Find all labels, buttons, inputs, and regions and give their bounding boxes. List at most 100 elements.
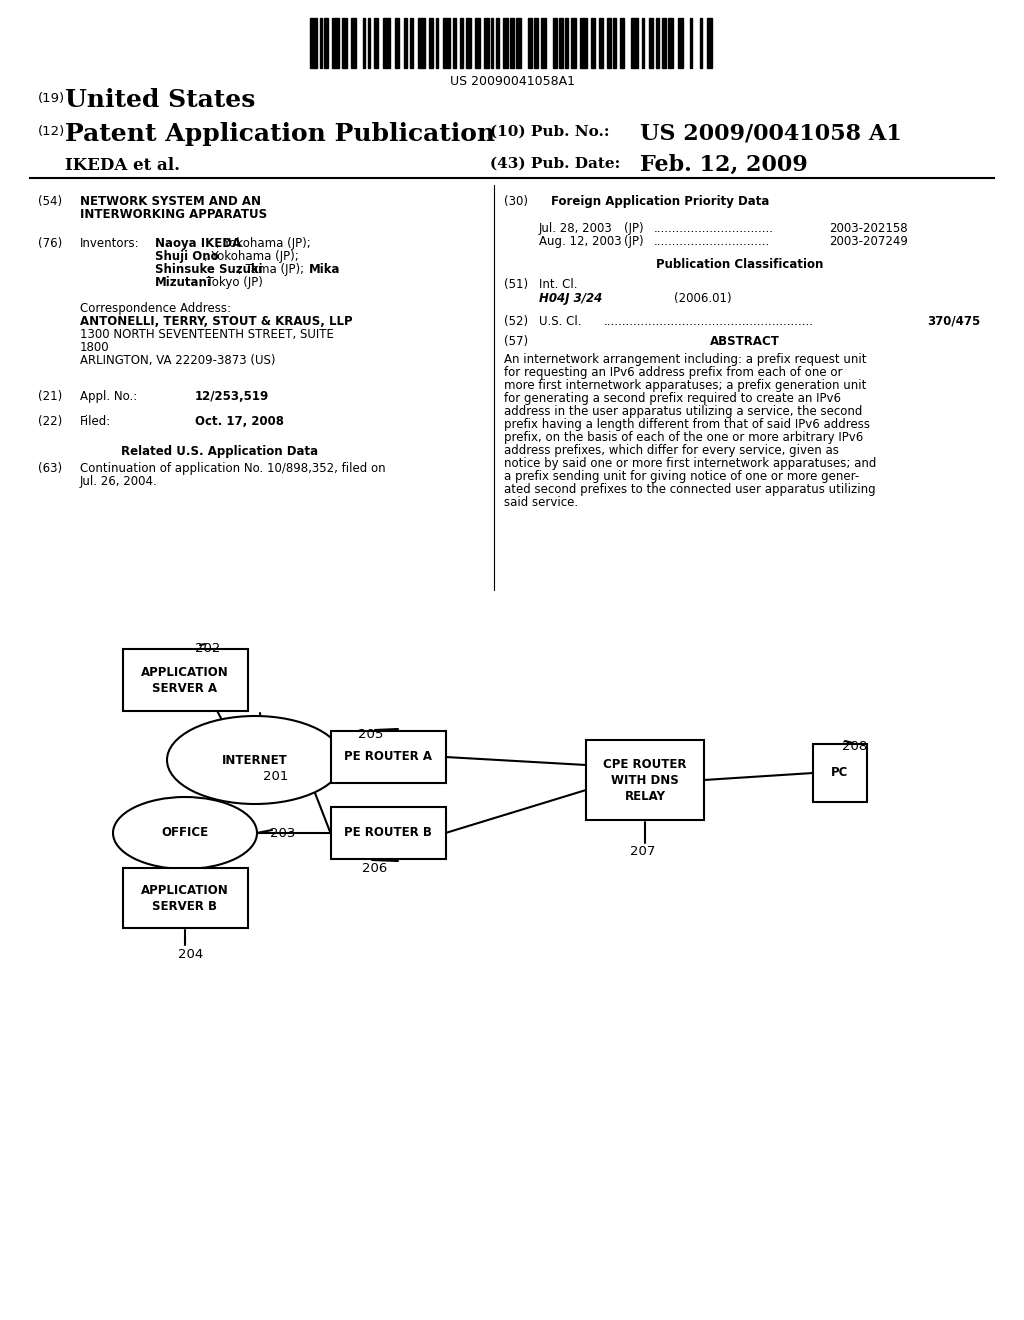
Bar bbox=[690, 18, 692, 69]
Text: , Tama (JP);: , Tama (JP); bbox=[238, 263, 307, 276]
Text: , Yokohama (JP);: , Yokohama (JP); bbox=[205, 249, 299, 263]
Text: ANTONELLI, TERRY, STOUT & KRAUS, LLP: ANTONELLI, TERRY, STOUT & KRAUS, LLP bbox=[80, 315, 352, 327]
Bar bbox=[331, 731, 445, 783]
Text: for generating a second prefix required to create an IPv6: for generating a second prefix required … bbox=[504, 392, 841, 405]
Bar bbox=[613, 18, 615, 69]
Text: 202: 202 bbox=[195, 642, 220, 655]
Bar bbox=[460, 18, 464, 69]
Bar bbox=[565, 18, 567, 69]
Text: , Tokyo (JP): , Tokyo (JP) bbox=[199, 276, 263, 289]
Text: Aug. 12, 2003: Aug. 12, 2003 bbox=[539, 235, 622, 248]
Text: Int. Cl.: Int. Cl. bbox=[539, 279, 578, 290]
Bar bbox=[351, 18, 355, 69]
Text: Inventors:: Inventors: bbox=[80, 238, 139, 249]
Text: for requesting an IPv6 address prefix from each of one or: for requesting an IPv6 address prefix fr… bbox=[504, 366, 843, 379]
Bar bbox=[707, 18, 712, 69]
Text: Publication Classification: Publication Classification bbox=[656, 257, 823, 271]
Bar bbox=[559, 18, 563, 69]
Text: APPLICATION
SERVER B: APPLICATION SERVER B bbox=[141, 883, 229, 912]
Text: (21): (21) bbox=[38, 389, 62, 403]
Bar bbox=[475, 18, 480, 69]
Text: 203: 203 bbox=[270, 828, 295, 840]
Text: said service.: said service. bbox=[504, 496, 579, 510]
Text: address prefixes, which differ for every service, given as: address prefixes, which differ for every… bbox=[504, 444, 839, 457]
Text: IKEDA et al.: IKEDA et al. bbox=[65, 157, 180, 174]
Text: Continuation of application No. 10/898,352, filed on: Continuation of application No. 10/898,3… bbox=[80, 462, 386, 475]
Bar bbox=[418, 18, 425, 69]
Text: 207: 207 bbox=[630, 845, 655, 858]
Text: (57): (57) bbox=[504, 335, 528, 348]
Bar bbox=[642, 18, 644, 69]
Text: Related U.S. Application Data: Related U.S. Application Data bbox=[122, 445, 318, 458]
Bar bbox=[591, 18, 595, 69]
Bar bbox=[123, 869, 248, 928]
Text: Jul. 28, 2003: Jul. 28, 2003 bbox=[539, 222, 612, 235]
Bar bbox=[699, 18, 702, 69]
Text: (22): (22) bbox=[38, 414, 62, 428]
Bar bbox=[368, 18, 370, 69]
Text: ........................................................: ........................................… bbox=[604, 315, 814, 327]
Text: (12): (12) bbox=[38, 125, 66, 139]
Text: Jul. 26, 2004.: Jul. 26, 2004. bbox=[80, 475, 158, 488]
Text: (2006.01): (2006.01) bbox=[674, 292, 731, 305]
Bar bbox=[325, 18, 328, 69]
Text: INTERWORKING APPARATUS: INTERWORKING APPARATUS bbox=[80, 209, 267, 220]
Text: address in the user apparatus utilizing a service, the second: address in the user apparatus utilizing … bbox=[504, 405, 862, 418]
Bar bbox=[516, 18, 521, 69]
Text: NETWORK SYSTEM AND AN: NETWORK SYSTEM AND AN bbox=[80, 195, 261, 209]
Text: OFFICE: OFFICE bbox=[162, 826, 209, 840]
Bar bbox=[443, 18, 451, 69]
Text: Shuji Ono: Shuji Ono bbox=[155, 249, 219, 263]
Text: 12/253,519: 12/253,519 bbox=[195, 389, 269, 403]
Text: Mizutani: Mizutani bbox=[155, 276, 212, 289]
Bar bbox=[429, 18, 433, 69]
Text: Filed:: Filed: bbox=[80, 414, 112, 428]
Bar bbox=[374, 18, 378, 69]
Bar bbox=[631, 18, 639, 69]
Bar bbox=[656, 18, 658, 69]
Bar bbox=[663, 18, 666, 69]
Text: ABSTRACT: ABSTRACT bbox=[710, 335, 780, 348]
Text: (54): (54) bbox=[38, 195, 62, 209]
Text: ................................: ................................ bbox=[654, 222, 774, 235]
Text: 204: 204 bbox=[178, 948, 203, 961]
Bar bbox=[410, 18, 413, 69]
Bar bbox=[535, 18, 538, 69]
Text: U.S. Cl.: U.S. Cl. bbox=[539, 315, 582, 327]
Bar bbox=[599, 18, 602, 69]
Bar bbox=[528, 18, 531, 69]
Text: US 20090041058A1: US 20090041058A1 bbox=[450, 75, 574, 88]
Text: more first internetwork apparatuses; a prefix generation unit: more first internetwork apparatuses; a p… bbox=[504, 379, 866, 392]
Text: H04J 3/24: H04J 3/24 bbox=[539, 292, 602, 305]
Text: Shinsuke Suzuki: Shinsuke Suzuki bbox=[155, 263, 262, 276]
Bar bbox=[571, 18, 577, 69]
Text: (30): (30) bbox=[504, 195, 528, 209]
Bar bbox=[580, 18, 587, 69]
Bar bbox=[542, 18, 546, 69]
Bar bbox=[607, 18, 611, 69]
Text: INTERNET: INTERNET bbox=[222, 754, 288, 767]
Text: 201: 201 bbox=[263, 770, 289, 783]
Bar bbox=[510, 18, 514, 69]
Ellipse shape bbox=[113, 797, 257, 869]
Bar bbox=[649, 18, 653, 69]
Bar bbox=[403, 18, 408, 69]
Bar bbox=[483, 18, 488, 69]
Bar bbox=[503, 18, 508, 69]
Text: (76): (76) bbox=[38, 238, 62, 249]
Text: PE ROUTER A: PE ROUTER A bbox=[344, 751, 432, 763]
Text: (19): (19) bbox=[38, 92, 66, 106]
Text: (43) Pub. Date:: (43) Pub. Date: bbox=[490, 157, 621, 172]
Bar bbox=[678, 18, 683, 69]
Text: prefix, on the basis of each of the one or more arbitrary IPv6: prefix, on the basis of each of the one … bbox=[504, 432, 863, 444]
Text: Mika: Mika bbox=[309, 263, 341, 276]
Bar bbox=[586, 741, 705, 820]
Bar bbox=[331, 807, 445, 859]
Text: (10) Pub. No.:: (10) Pub. No.: bbox=[490, 125, 609, 139]
Bar bbox=[669, 18, 673, 69]
Bar bbox=[813, 744, 867, 803]
Bar bbox=[332, 18, 339, 69]
Text: PC: PC bbox=[831, 767, 849, 780]
Text: (51): (51) bbox=[504, 279, 528, 290]
Text: (JP): (JP) bbox=[624, 222, 644, 235]
